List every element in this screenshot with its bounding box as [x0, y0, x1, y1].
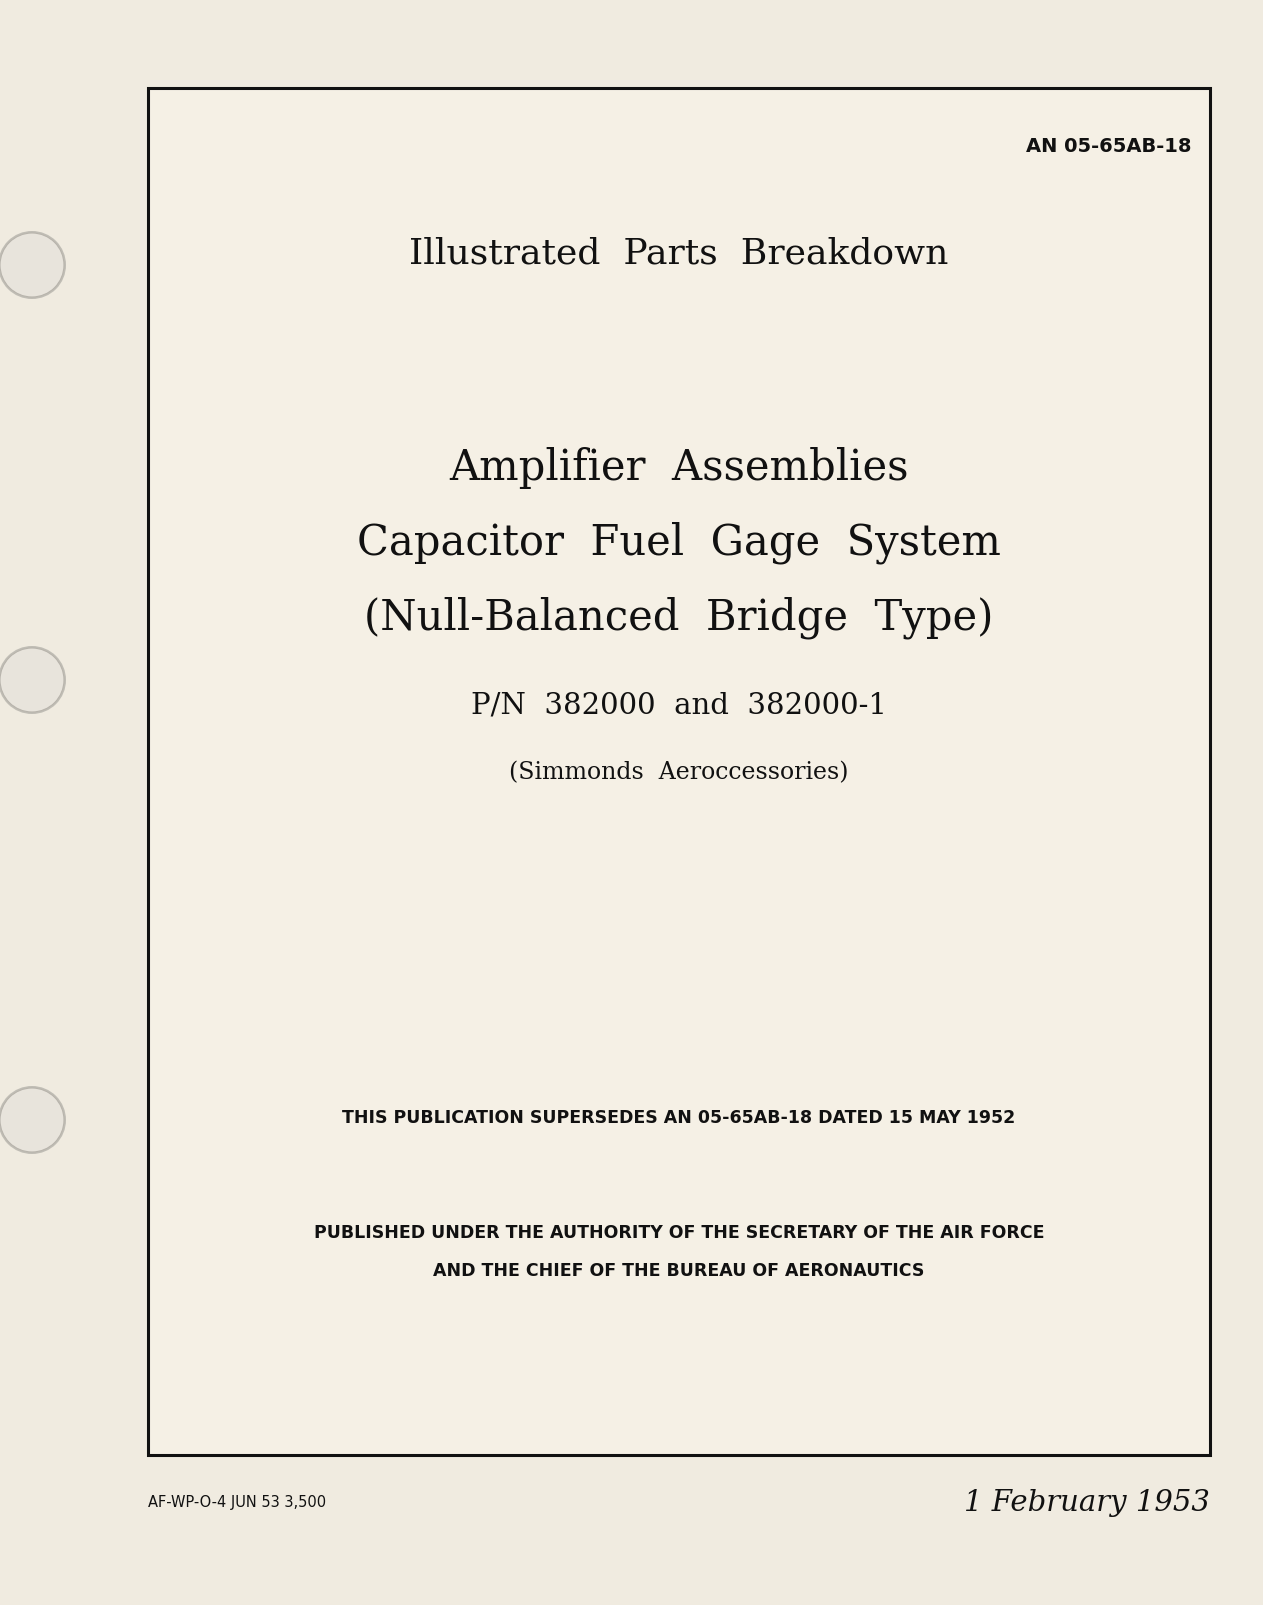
Text: AND THE CHIEF OF THE BUREAU OF AERONAUTICS: AND THE CHIEF OF THE BUREAU OF AERONAUTI… [433, 1262, 925, 1281]
Text: Illustrated  Parts  Breakdown: Illustrated Parts Breakdown [409, 236, 949, 270]
Circle shape [0, 645, 66, 714]
Circle shape [0, 233, 64, 297]
Text: (Null-Balanced  Bridge  Type): (Null-Balanced Bridge Type) [364, 597, 994, 639]
Text: (Simmonds  Aeroccessories): (Simmonds Aeroccessories) [509, 761, 849, 785]
Circle shape [0, 231, 66, 299]
Circle shape [0, 648, 64, 713]
Text: AN 05-65AB-18: AN 05-65AB-18 [1027, 136, 1192, 156]
Text: PUBLISHED UNDER THE AUTHORITY OF THE SECRETARY OF THE AIR FORCE: PUBLISHED UNDER THE AUTHORITY OF THE SEC… [313, 1225, 1045, 1242]
Text: AF-WP-O-4 JUN 53 3,500: AF-WP-O-4 JUN 53 3,500 [148, 1496, 326, 1510]
Circle shape [0, 1088, 64, 1152]
Text: Capacitor  Fuel  Gage  System: Capacitor Fuel Gage System [357, 522, 1002, 565]
Text: THIS PUBLICATION SUPERSEDES AN 05-65AB-18 DATED 15 MAY 1952: THIS PUBLICATION SUPERSEDES AN 05-65AB-1… [342, 1109, 1015, 1127]
Bar [148, 88, 1210, 1456]
Circle shape [0, 1087, 66, 1154]
Text: 1 February 1953: 1 February 1953 [964, 1489, 1210, 1517]
Text: P/N  382000  and  382000-1: P/N 382000 and 382000-1 [471, 692, 887, 719]
Text: Amplifier  Assemblies: Amplifier Assemblies [450, 448, 909, 490]
